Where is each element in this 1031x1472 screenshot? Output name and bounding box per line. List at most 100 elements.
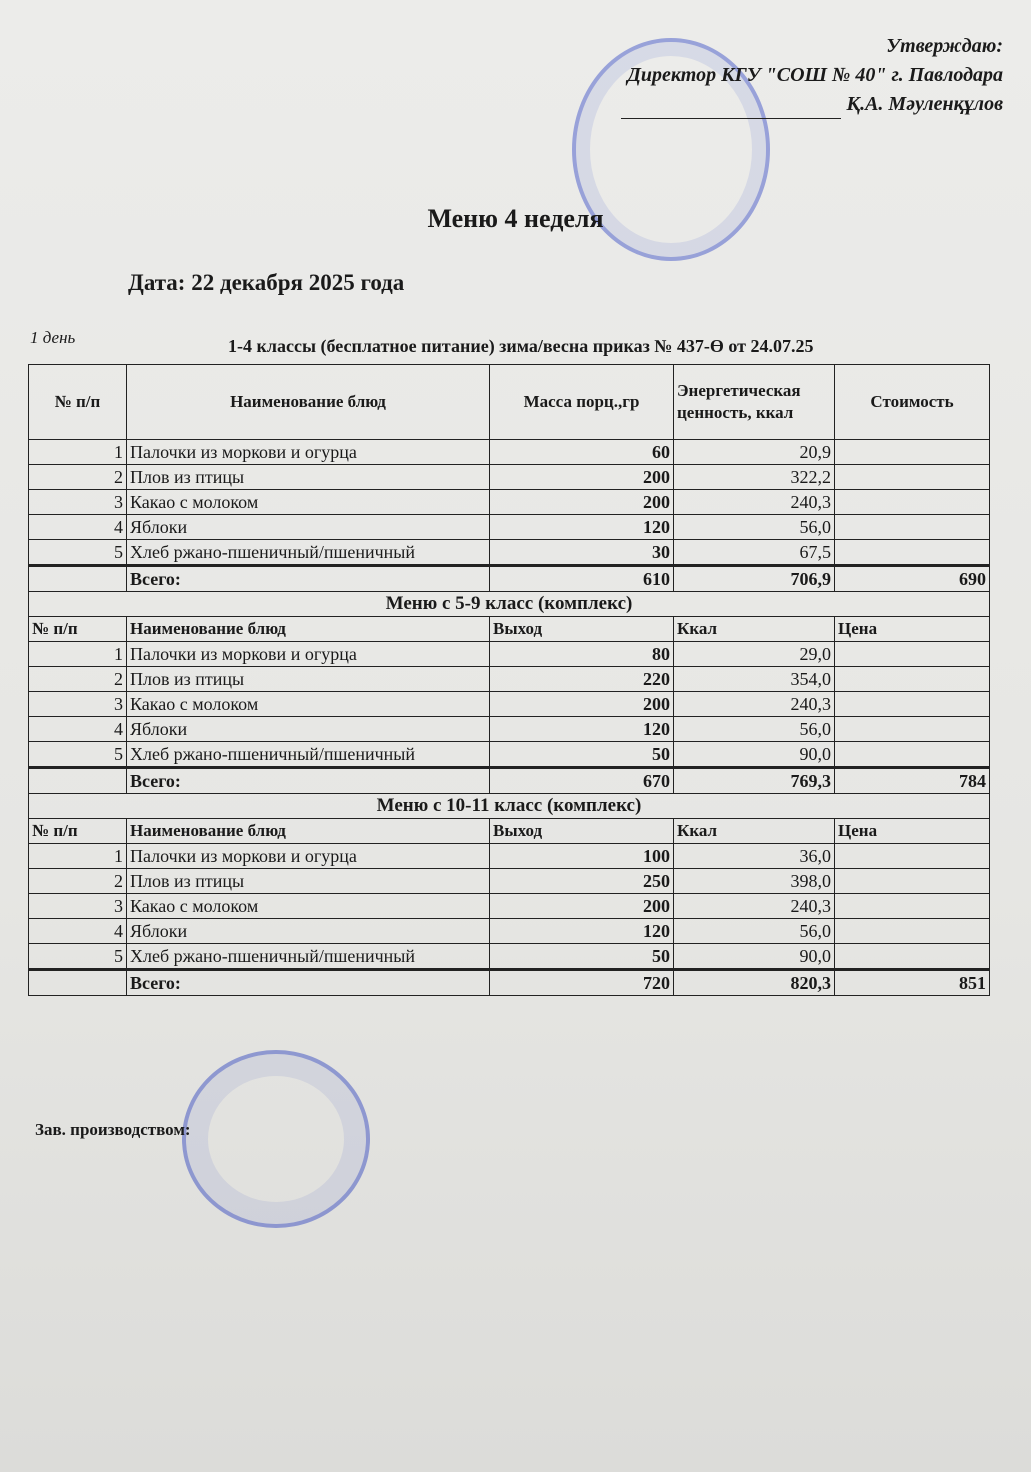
cell-dish: Палочки из моркови и огурца	[126, 439, 490, 465]
table-row: 5 Хлеб ржано-пшеничный/пшеничный 30 67,5	[28, 539, 990, 566]
cell-number: 4	[28, 716, 127, 742]
cell-kcal: 398,0	[673, 868, 835, 894]
cell-mass: 120	[489, 716, 674, 742]
table-row: 1 Палочки из моркови и огурца 100 36,0	[28, 843, 990, 869]
cell-kcal: 90,0	[673, 943, 835, 970]
total-row: Всего: 670 769,3 784	[28, 767, 990, 794]
cell-kcal: 354,0	[673, 666, 835, 692]
cell-mass: Выход	[489, 818, 674, 844]
cell-kcal: 36,0	[673, 843, 835, 869]
day-label: 1 день	[30, 328, 76, 347]
cell-number: 5	[28, 943, 127, 970]
table-header-row: № п/п Наименование блюд Масса порц.,гр Э…	[28, 364, 990, 440]
approval-block: Утверждаю: Директор КГУ "СОШ № 40" г. Па…	[620, 32, 1003, 119]
header-mass: Масса порц.,гр	[489, 364, 674, 440]
cell-mass: 60	[489, 439, 674, 465]
table-row: 1 Палочки из моркови и огурца 60 20,9	[28, 439, 990, 465]
cell-dish: Палочки из моркови и огурца	[126, 843, 490, 869]
header-energy: Энергетическая ценность, ккал	[673, 364, 835, 440]
header-cost: Стоимость	[834, 364, 990, 440]
cell-price	[834, 918, 990, 944]
cell-price: 690	[834, 565, 990, 592]
cell-mass: 670	[489, 767, 674, 794]
cell-kcal: 29,0	[673, 641, 835, 667]
cell-dish: Яблоки	[126, 514, 490, 540]
cell-price: Цена	[834, 616, 990, 642]
cell-dish: Хлеб ржано-пшеничный/пшеничный	[126, 741, 490, 768]
cell-number: 5	[28, 539, 127, 566]
table-row: 1 Палочки из моркови и огурца 80 29,0	[28, 641, 990, 667]
cell-number: 2	[28, 464, 127, 490]
approval-label: Утверждаю:	[886, 35, 1003, 57]
cell-dish: Какао с молоком	[126, 893, 490, 919]
cell-dish: Хлеб ржано-пшеничный/пшеничный	[126, 943, 490, 970]
cell-kcal: 240,3	[673, 691, 835, 717]
cell-mass: 30	[489, 539, 674, 566]
cell-kcal: 769,3	[673, 767, 835, 794]
header-dish: Наименование блюд	[126, 364, 490, 440]
cell-price	[834, 539, 990, 566]
cell-kcal: 90,0	[673, 741, 835, 768]
table-caption: 1-4 классы (бесплатное питание) зима/вес…	[228, 336, 814, 356]
cell-mass: 720	[489, 969, 674, 996]
cell-price	[834, 868, 990, 894]
cell-mass: 100	[489, 843, 674, 869]
menu-table: № п/п Наименование блюд Масса порц.,гр Э…	[28, 364, 990, 996]
cell-mass: 200	[489, 489, 674, 515]
header-number: № п/п	[28, 364, 127, 440]
table-row: 5 Хлеб ржано-пшеничный/пшеничный 50 90,0	[28, 943, 990, 970]
cell-kcal: 20,9	[673, 439, 835, 465]
cell-price	[834, 641, 990, 667]
cell-dish: Плов из птицы	[126, 666, 490, 692]
cell-price	[834, 893, 990, 919]
cell-price	[834, 741, 990, 768]
section-title: Меню с 10-11 класс (комплекс)	[28, 793, 990, 819]
cell-number: 3	[28, 691, 127, 717]
cell-kcal: Ккал	[673, 818, 835, 844]
cell-kcal: 706,9	[673, 565, 835, 592]
cell-number: 2	[28, 666, 127, 692]
cell-dish: Палочки из моркови и огурца	[126, 641, 490, 667]
cell-mass: 120	[489, 918, 674, 944]
cell-number: 4	[28, 918, 127, 944]
cell-mass: 200	[489, 464, 674, 490]
cell-mass: 50	[489, 943, 674, 970]
cell-number	[28, 969, 127, 996]
table-row: 4 Яблоки 120 56,0	[28, 918, 990, 944]
cell-number: 1	[28, 843, 127, 869]
cell-mass: 250	[489, 868, 674, 894]
cell-price	[834, 716, 990, 742]
cell-mass: 120	[489, 514, 674, 540]
cell-dish: Плов из птицы	[126, 868, 490, 894]
approval-name: Қ.А. Мәуленқұлов	[846, 93, 1003, 115]
cell-kcal: 820,3	[673, 969, 835, 996]
cell-dish: Какао с молоком	[126, 489, 490, 515]
school-seal-stamp	[572, 38, 770, 261]
cell-mass: 610	[489, 565, 674, 592]
cell-number	[28, 565, 127, 592]
cell-dish: Наименование блюд	[126, 818, 490, 844]
cell-number: 1	[28, 641, 127, 667]
cell-dish: Хлеб ржано-пшеничный/пшеничный	[126, 539, 490, 566]
table-row: 4 Яблоки 120 56,0	[28, 716, 990, 742]
table-row: 2 Плов из птицы 250 398,0	[28, 868, 990, 894]
cell-dish: Плов из птицы	[126, 464, 490, 490]
cell-price: 851	[834, 969, 990, 996]
section-header-row: № п/п Наименование блюд Выход Ккал Цена	[28, 616, 990, 642]
table-row: 5 Хлеб ржано-пшеничный/пшеничный 50 90,0	[28, 741, 990, 768]
cell-dish: Всего:	[126, 969, 490, 996]
section-title-row: Меню с 10-11 класс (комплекс)	[28, 793, 990, 819]
cell-price: Цена	[834, 818, 990, 844]
table-row: 3 Какао с молоком 200 240,3	[28, 893, 990, 919]
cell-kcal: 322,2	[673, 464, 835, 490]
cell-price	[834, 691, 990, 717]
cell-kcal: 56,0	[673, 716, 835, 742]
cell-number: 4	[28, 514, 127, 540]
cell-price	[834, 439, 990, 465]
cell-dish: Всего:	[126, 565, 490, 592]
cell-mass: Выход	[489, 616, 674, 642]
section-title: Меню с 5-9 класс (комплекс)	[28, 591, 990, 617]
total-row: Всего: 720 820,3 851	[28, 969, 990, 996]
cell-mass: 50	[489, 741, 674, 768]
